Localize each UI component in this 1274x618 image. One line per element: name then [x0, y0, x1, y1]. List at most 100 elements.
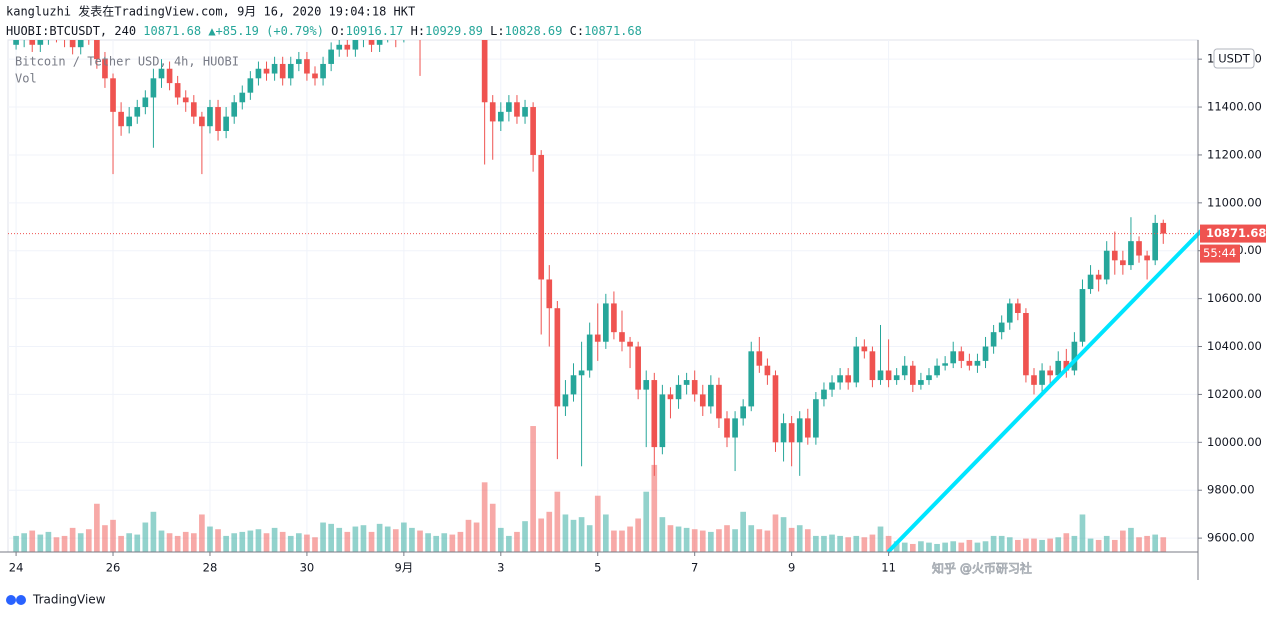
candle-body — [530, 107, 536, 155]
volume-bar — [926, 542, 932, 552]
volume-bar — [1079, 514, 1086, 552]
candle-body — [506, 102, 512, 112]
y-tick-label: 10200.00 — [1207, 387, 1262, 401]
volume-bar — [13, 535, 19, 552]
volume-bar — [651, 464, 658, 552]
candle-body — [594, 334, 601, 342]
candle-body — [861, 346, 868, 352]
candle-body — [756, 351, 763, 366]
volume-bar — [69, 527, 76, 552]
candle-body — [352, 40, 359, 50]
grid — [8, 40, 1198, 552]
candle-body — [497, 111, 504, 122]
x-tick-label: 5 — [594, 561, 601, 575]
change: +85.19 (+0.79%) — [216, 24, 324, 38]
candle-body — [869, 351, 876, 381]
volume-bar — [837, 535, 843, 552]
x-tick-label: 26 — [106, 561, 121, 575]
countdown: 55:44 — [1203, 246, 1236, 260]
volume-bar — [918, 541, 924, 552]
candle-body — [1111, 250, 1118, 261]
volume-bar — [45, 531, 52, 552]
candle-body — [982, 346, 989, 361]
candle-body — [37, 40, 44, 45]
candle-body — [287, 63, 294, 79]
candle-body — [174, 83, 181, 98]
candle-body — [134, 107, 141, 117]
candle-body — [699, 394, 706, 407]
volume-bar — [619, 530, 625, 552]
volume-bar — [150, 511, 157, 552]
currency-button[interactable] — [1213, 48, 1255, 69]
candle-body — [974, 360, 981, 366]
volume-bar — [861, 537, 868, 552]
currency[interactable]: USDT — [1218, 52, 1251, 66]
volume-bar — [368, 531, 375, 552]
candle-body — [651, 380, 658, 448]
candle-body — [158, 68, 165, 79]
volume-bar — [909, 543, 916, 552]
candle-body — [586, 334, 593, 371]
last-price-label: 10871.68 — [1206, 226, 1266, 240]
volume-bar — [699, 530, 706, 552]
candle-body — [845, 375, 852, 383]
ohlc-label: H: — [411, 24, 425, 38]
volume-bar — [360, 525, 367, 552]
volume-bar — [1120, 530, 1126, 552]
volume-bar — [853, 535, 860, 552]
ohlc-value: 10916.17 — [346, 24, 404, 38]
volume-bar — [813, 535, 819, 552]
candle-body — [1015, 303, 1021, 314]
candle-body — [215, 107, 221, 132]
volume-bar — [522, 521, 528, 552]
volume-bar — [724, 525, 730, 552]
candle-body — [732, 418, 738, 438]
volume-bar — [409, 527, 415, 552]
candle-body — [1055, 360, 1062, 376]
candle-body — [13, 40, 19, 45]
volume-bar — [942, 542, 948, 552]
candle-body — [788, 423, 795, 443]
volume-bar — [514, 531, 520, 552]
x-tick-label: 30 — [300, 561, 315, 575]
candle-body — [990, 332, 997, 347]
watermark: 知乎 @火币研习社 — [932, 561, 1032, 576]
candle-body — [780, 423, 787, 443]
marks — [8, 11, 1198, 552]
volume-bar — [158, 530, 165, 552]
volume-bar — [594, 495, 601, 552]
volume-bar — [748, 525, 755, 552]
candle-body — [263, 68, 270, 74]
volume-bar — [21, 533, 27, 552]
author-line: kangluzhi 发表在TradingView.com, 9月 16, 202… — [6, 4, 415, 19]
y-tick-label: 10000.00 — [1207, 435, 1262, 449]
volume-bar — [336, 527, 343, 552]
candle-body — [1079, 289, 1086, 342]
volume-bar — [756, 529, 763, 552]
volume-bar — [417, 530, 423, 552]
volume-bar — [166, 533, 173, 552]
volume-bar — [1031, 538, 1037, 552]
candle-body — [901, 365, 908, 376]
volume-bar — [998, 535, 1005, 552]
candle-body — [474, 11, 480, 16]
candle-body — [126, 116, 133, 127]
candle-body — [481, 40, 488, 103]
candle-body — [603, 303, 609, 342]
candle-body — [538, 154, 545, 280]
candle-body — [796, 418, 803, 443]
legend-volume: Vol — [15, 72, 37, 86]
volume-bar — [255, 529, 262, 552]
volume-bar — [85, 529, 92, 552]
volume-bar — [1103, 535, 1110, 552]
volume-bar — [1063, 533, 1070, 552]
candle-body — [182, 97, 189, 103]
candle-body — [1136, 241, 1142, 256]
symbol: HUOBI:BTCUSDT, 240 — [6, 24, 136, 38]
last-price: 10871.68 — [143, 24, 201, 38]
candle-body — [207, 107, 213, 127]
candle-body — [142, 97, 149, 108]
x-tick-label: 11 — [881, 561, 896, 575]
candle-body — [1023, 313, 1029, 376]
candle-body — [909, 365, 916, 385]
